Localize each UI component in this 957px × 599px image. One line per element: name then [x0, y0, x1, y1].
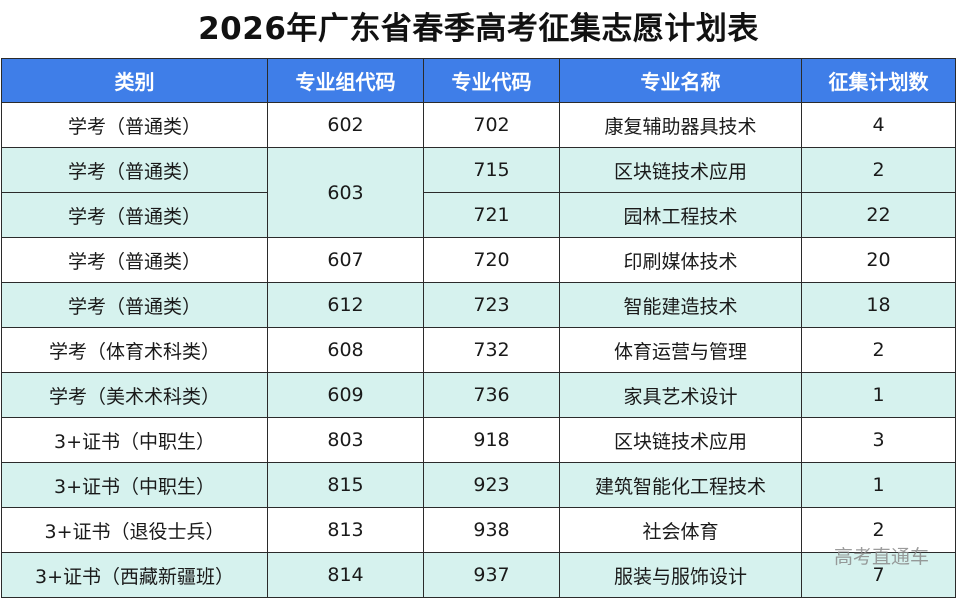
cell-major-code: 715: [423, 147, 560, 193]
table-row: 3+证书（中职生） 815 923 建筑智能化工程技术 1: [1, 462, 956, 508]
cell-major-code: 938: [423, 507, 560, 553]
cell-group-code: 813: [267, 507, 424, 553]
cell-major-code: 918: [423, 417, 560, 463]
cell-category: 3+证书（中职生）: [1, 462, 268, 508]
cell-plan-count: 2: [801, 327, 956, 373]
cell-plan-count: 1: [801, 372, 956, 418]
table-row: 学考（普通类） 602 702 康复辅助器具技术 4: [1, 102, 956, 148]
cell-group-code: 612: [267, 282, 424, 328]
cell-category: 3+证书（退役士兵）: [1, 507, 268, 553]
cell-category: 3+证书（中职生）: [1, 417, 268, 463]
cell-major-name: 家具艺术设计: [559, 372, 802, 418]
cell-major-name: 区块链技术应用: [559, 147, 802, 193]
header-major-code: 专业代码: [423, 58, 560, 103]
cell-major-name: 智能建造技术: [559, 282, 802, 328]
header-plan-count: 征集计划数: [801, 58, 956, 103]
cell-group-code: 609: [267, 372, 424, 418]
cell-group-code: 608: [267, 327, 424, 373]
table-row: 学考（普通类） 607 720 印刷媒体技术 20: [1, 237, 956, 283]
cell-major-code: 723: [423, 282, 560, 328]
header-category: 类别: [1, 58, 268, 103]
cell-group-code: 803: [267, 417, 424, 463]
cell-major-name: 社会体育: [559, 507, 802, 553]
cell-group-code: 814: [267, 552, 424, 598]
cell-category: 3+证书（西藏新疆班）: [1, 552, 268, 598]
cell-plan-count: 4: [801, 102, 956, 148]
table-header-row: 类别 专业组代码 专业代码 专业名称 征集计划数: [1, 58, 956, 103]
header-major-name: 专业名称: [559, 58, 802, 103]
cell-group-code: 815: [267, 462, 424, 508]
cell-category: 学考（体育术科类）: [1, 327, 268, 373]
header-group-code: 专业组代码: [267, 58, 424, 103]
cell-category: 学考（美术术科类）: [1, 372, 268, 418]
cell-group-code-merged: 603: [267, 147, 424, 238]
cell-group-code: 607: [267, 237, 424, 283]
cell-major-name: 体育运营与管理: [559, 327, 802, 373]
table-row: 学考（普通类） 612 723 智能建造技术 18: [1, 282, 956, 328]
cell-category: 学考（普通类）: [1, 102, 268, 148]
cell-major-code: 721: [423, 192, 560, 238]
cell-major-code: 923: [423, 462, 560, 508]
plan-table: 类别 专业组代码 专业代码 专业名称 征集计划数 学考（普通类） 602 702…: [1, 58, 956, 598]
cell-major-code: 720: [423, 237, 560, 283]
cell-plan-count: 2: [801, 147, 956, 193]
cell-major-name: 康复辅助器具技术: [559, 102, 802, 148]
cell-major-code: 732: [423, 327, 560, 373]
cell-major-name: 建筑智能化工程技术: [559, 462, 802, 508]
cell-major-name: 园林工程技术: [559, 192, 802, 238]
cell-major-name: 服装与服饰设计: [559, 552, 802, 598]
cell-plan-count: 7: [801, 552, 956, 598]
cell-plan-count: 22: [801, 192, 956, 238]
cell-plan-count: 1: [801, 462, 956, 508]
table-row: 学考（体育术科类） 608 732 体育运营与管理 2: [1, 327, 956, 373]
table-row: 3+证书（西藏新疆班） 814 937 服装与服饰设计 7: [1, 552, 956, 598]
cell-category: 学考（普通类）: [1, 237, 268, 283]
cell-major-name: 印刷媒体技术: [559, 237, 802, 283]
table-row: 3+证书（中职生） 803 918 区块链技术应用 3: [1, 417, 956, 463]
cell-plan-count: 3: [801, 417, 956, 463]
cell-plan-count: 2: [801, 507, 956, 553]
table-row: 3+证书（退役士兵） 813 938 社会体育 2: [1, 507, 956, 553]
cell-category: 学考（普通类）: [1, 192, 268, 238]
cell-major-name: 区块链技术应用: [559, 417, 802, 463]
cell-plan-count: 20: [801, 237, 956, 283]
table-row: 学考（普通类） 603 715 区块链技术应用 2: [1, 147, 956, 238]
cell-category: 学考（普通类）: [1, 147, 268, 193]
cell-plan-count: 18: [801, 282, 956, 328]
cell-category: 学考（普通类）: [1, 282, 268, 328]
page-title: 2026年广东省春季高考征集志愿计划表: [198, 11, 759, 47]
table-row: 学考（美术术科类） 609 736 家具艺术设计 1: [1, 372, 956, 418]
cell-major-code: 736: [423, 372, 560, 418]
cell-group-code: 602: [267, 102, 424, 148]
cell-major-code: 702: [423, 102, 560, 148]
table-row: 学考（普通类） 721 园林工程技术 22: [1, 192, 956, 238]
cell-major-code: 937: [423, 552, 560, 598]
